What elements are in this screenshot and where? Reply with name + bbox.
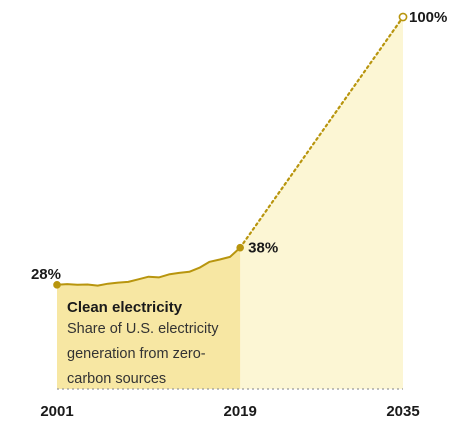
annotation-line-1: Share of U.S. electricity [67, 321, 219, 337]
annotation-line-3: carbon sources [67, 371, 166, 387]
point-label-2035: 100% [409, 9, 447, 26]
point-labels: 28% 38% 100% [31, 9, 447, 283]
historical-area [57, 247, 241, 389]
annotation-title: Clean electricity [67, 299, 183, 316]
point-label-2019: 38% [248, 240, 278, 257]
x-tick-2019: 2019 [223, 403, 256, 420]
projection-line [239, 15, 405, 249]
data-point-2019 [236, 243, 244, 252]
data-points [53, 12, 408, 289]
historical-line [56, 246, 241, 287]
x-tick-2001: 2001 [40, 403, 73, 420]
projection-area [240, 17, 403, 389]
data-point-2035 [398, 12, 408, 22]
annotation-line-2: generation from zero- [67, 346, 206, 362]
x-axis-ticks: 2001 2019 2035 [40, 403, 419, 420]
data-point-2001 [53, 281, 61, 289]
point-label-2001: 28% [31, 266, 61, 283]
x-tick-2035: 2035 [386, 403, 419, 420]
